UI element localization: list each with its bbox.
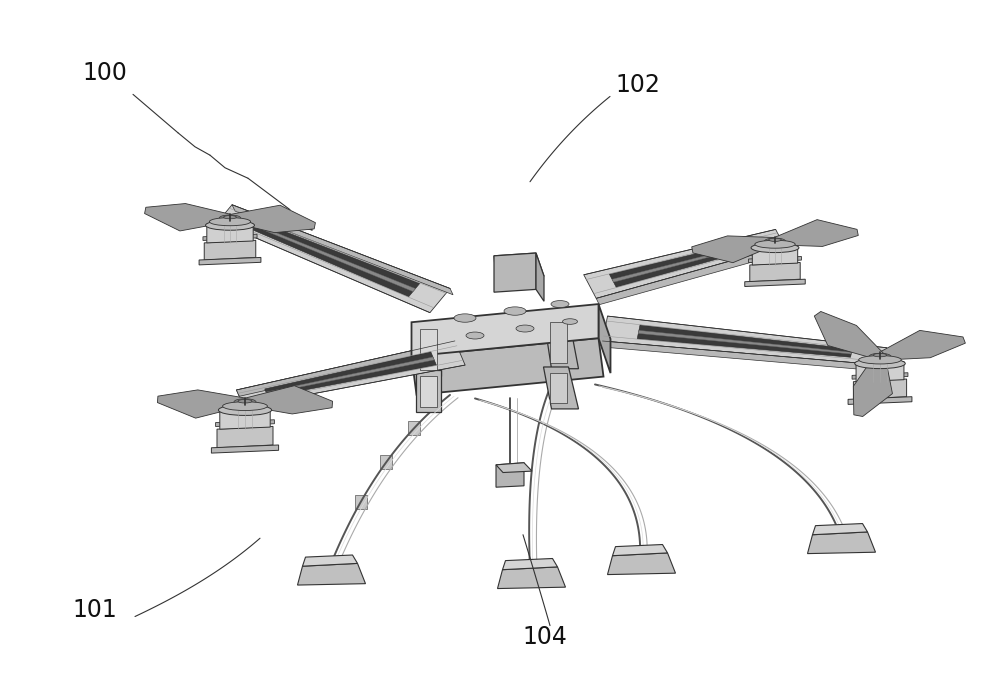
Ellipse shape [504,307,526,315]
Bar [420,376,437,407]
Text: 100: 100 [83,62,127,85]
Ellipse shape [551,301,569,308]
Ellipse shape [769,238,781,241]
Polygon shape [302,555,358,566]
Polygon shape [749,257,801,263]
Ellipse shape [224,215,236,219]
Polygon shape [808,532,876,554]
Ellipse shape [873,354,887,356]
Polygon shape [250,223,415,291]
Polygon shape [298,563,366,585]
Polygon shape [750,262,800,282]
Ellipse shape [751,243,799,252]
Polygon shape [416,323,441,376]
Polygon shape [496,463,524,487]
Ellipse shape [764,238,786,244]
Ellipse shape [234,398,256,405]
Polygon shape [612,545,668,556]
Polygon shape [265,352,436,397]
Bar [550,373,567,403]
Polygon shape [236,341,465,407]
Polygon shape [207,224,253,243]
Polygon shape [218,205,450,312]
Polygon shape [536,253,544,301]
Polygon shape [236,341,458,396]
Polygon shape [752,246,798,265]
Bar [550,322,567,363]
Polygon shape [609,240,759,287]
Polygon shape [637,325,852,357]
Polygon shape [848,397,912,405]
Ellipse shape [454,314,476,322]
Polygon shape [813,524,868,535]
Ellipse shape [209,217,251,226]
Polygon shape [598,304,610,373]
Bar [420,329,437,370]
Polygon shape [199,257,261,265]
Bar [380,455,392,469]
Polygon shape [584,229,784,298]
Bar [408,421,420,435]
Polygon shape [145,203,231,231]
Polygon shape [853,379,907,399]
Polygon shape [232,205,453,295]
Polygon shape [266,357,434,394]
Polygon shape [494,253,544,279]
Ellipse shape [516,325,534,332]
Ellipse shape [755,240,795,248]
Polygon shape [496,463,532,473]
Polygon shape [229,206,315,233]
Polygon shape [412,304,598,356]
Ellipse shape [855,359,905,368]
Polygon shape [774,219,858,247]
Polygon shape [692,236,776,263]
Ellipse shape [869,353,891,360]
Polygon shape [814,312,884,359]
Polygon shape [853,356,892,417]
Polygon shape [211,445,279,453]
Polygon shape [638,331,852,354]
Polygon shape [879,331,965,360]
Text: 101: 101 [73,598,117,621]
Ellipse shape [206,220,254,230]
Polygon shape [217,426,273,448]
Polygon shape [544,316,578,369]
Polygon shape [608,553,676,575]
Polygon shape [498,567,566,589]
Ellipse shape [238,399,252,403]
Polygon shape [157,390,245,418]
Ellipse shape [219,215,241,221]
Polygon shape [494,253,536,292]
Polygon shape [544,367,578,409]
Text: 104: 104 [523,626,567,649]
Polygon shape [596,246,787,305]
Ellipse shape [563,319,578,324]
Ellipse shape [218,405,272,415]
Polygon shape [204,240,256,260]
Polygon shape [852,373,908,379]
Polygon shape [203,234,257,240]
Polygon shape [245,386,333,414]
Polygon shape [220,408,270,429]
Text: 102: 102 [616,73,660,97]
Polygon shape [247,219,420,297]
Polygon shape [612,243,758,282]
Polygon shape [602,316,887,365]
Polygon shape [412,338,604,395]
Bar [355,495,367,509]
Ellipse shape [466,332,484,339]
Ellipse shape [223,402,267,410]
Polygon shape [745,279,805,287]
Polygon shape [416,370,441,412]
Ellipse shape [859,356,901,364]
Polygon shape [503,559,558,570]
Polygon shape [602,341,886,371]
Polygon shape [216,419,274,426]
Polygon shape [856,361,904,382]
